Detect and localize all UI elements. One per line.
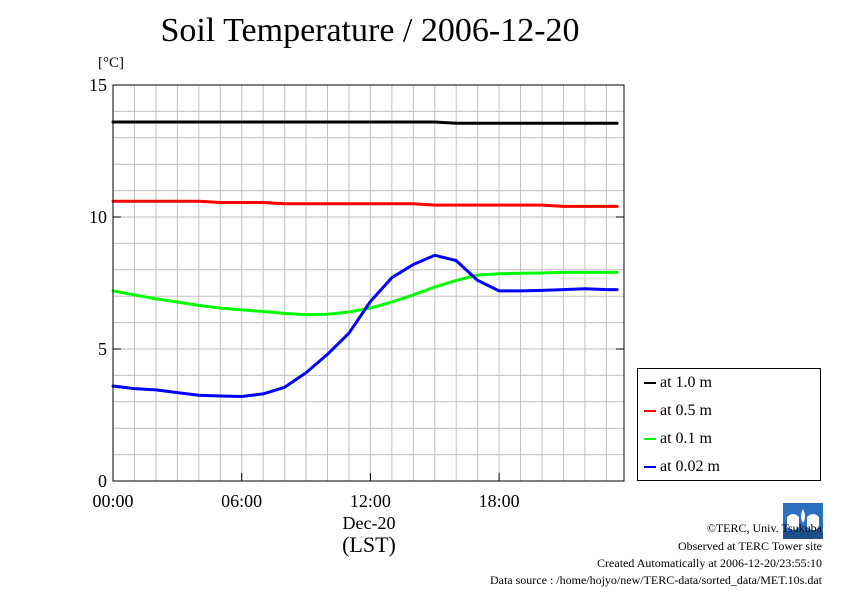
- legend-swatch: [644, 410, 656, 412]
- legend-swatch: [644, 438, 656, 440]
- x-axis-label: (LST): [342, 532, 396, 557]
- legend-swatch: [644, 382, 656, 384]
- legend-item: at 0.5 m: [644, 398, 712, 424]
- legend-label: at 0.1 m: [660, 430, 712, 447]
- series-line-2: [111, 270, 619, 317]
- legend-item: at 0.02 m: [644, 454, 720, 480]
- y-axis-unit: [°C]: [98, 55, 124, 71]
- axis-ticks: [112, 84, 624, 482]
- x-tick-label: 18:00: [478, 491, 520, 511]
- plot-frame: [112, 84, 625, 482]
- credit-created: Created Automatically at 2006-12-20/23:5…: [597, 556, 822, 570]
- legend-label: at 0.5 m: [660, 402, 712, 419]
- legend-item: at 1.0 m: [644, 370, 712, 396]
- x-tick-label: 06:00: [221, 491, 263, 511]
- legend-swatch: [644, 466, 656, 468]
- y-tick-label: 5: [98, 339, 107, 359]
- series-line-0: [111, 120, 619, 125]
- credit-source: Data source : /home/hojyo/new/TERC-data/…: [489, 573, 822, 587]
- credit-copyright: ©TERC, Univ. Tsukuba: [706, 521, 822, 535]
- chart-title: Soil Temperature / 2006-12-20: [160, 12, 580, 49]
- series-line-1: [111, 199, 619, 208]
- legend-label: at 1.0 m: [660, 374, 712, 391]
- x-tick-label: 00:00: [92, 491, 134, 511]
- credit-site: Observed at TERC Tower site: [677, 539, 822, 553]
- y-tick-label: 0: [98, 471, 107, 491]
- legend: at 1.0 m at 0.5 m at 0.1 m at 0.02 m: [637, 368, 821, 481]
- grid-lines: [113, 85, 624, 481]
- legend-label: at 0.02 m: [660, 458, 720, 475]
- terc-logo-icon: [783, 503, 823, 539]
- x-tick-label: 12:00: [349, 491, 391, 511]
- x-date-label: Dec-20: [342, 513, 396, 533]
- legend-item: at 0.1 m: [644, 426, 712, 452]
- y-tick-label: 15: [89, 75, 107, 95]
- y-tick-label: 10: [89, 207, 107, 227]
- series-lines: [111, 120, 619, 398]
- series-line-3: [111, 253, 619, 398]
